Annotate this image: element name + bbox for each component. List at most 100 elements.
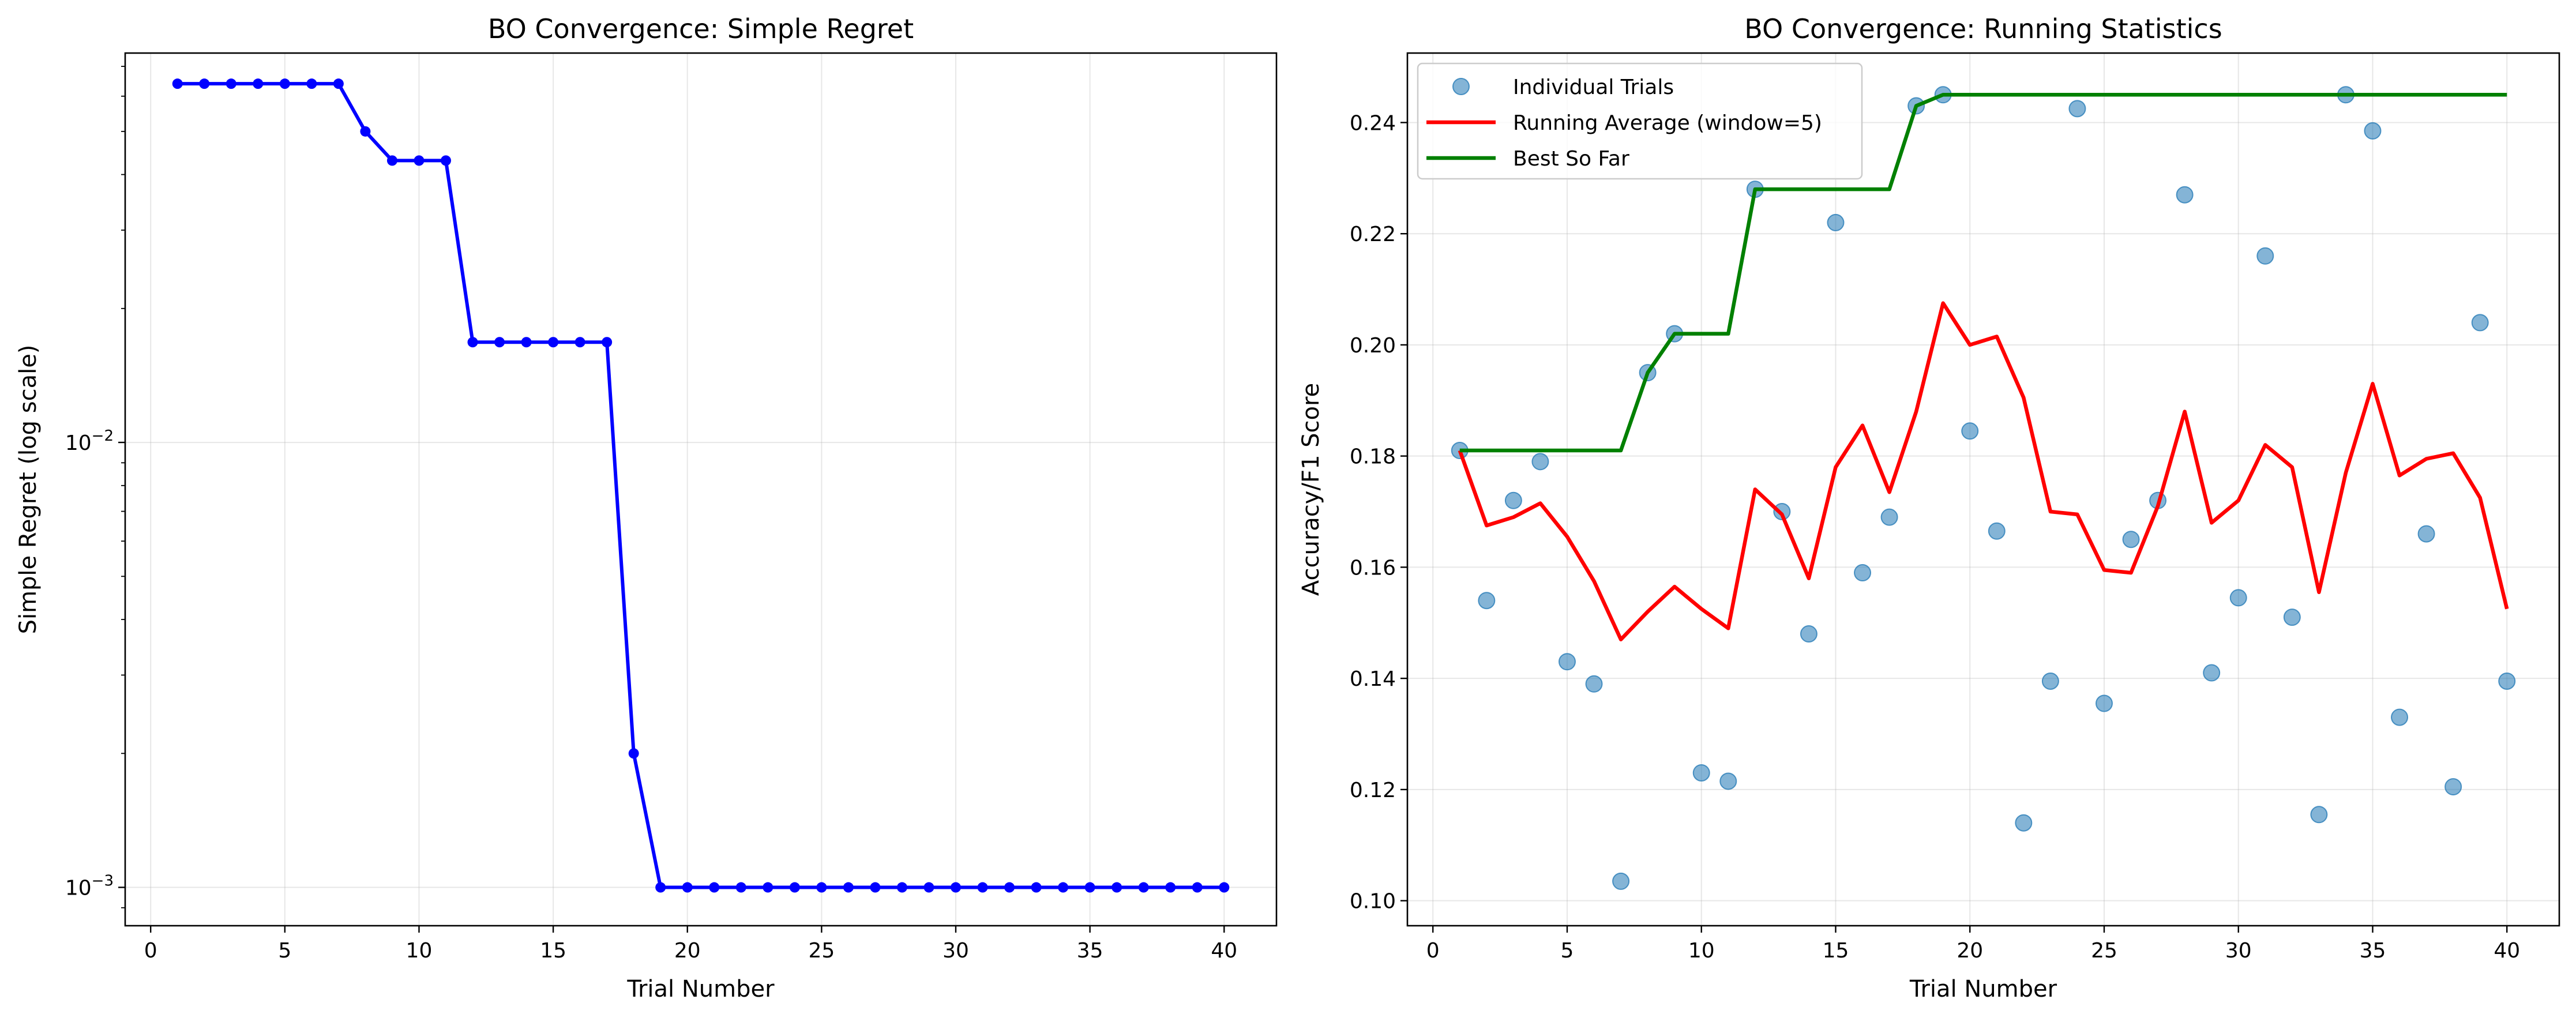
regret-point: [709, 882, 720, 893]
x-tick-label: 30: [2225, 939, 2252, 963]
trial-point: [2471, 314, 2489, 332]
regret-point: [521, 337, 532, 348]
legend-item-running-average: Running Average (window=5): [1426, 111, 1822, 135]
x-tick-label: 0: [144, 939, 157, 963]
regret-point: [843, 882, 854, 893]
regret-point: [628, 748, 639, 759]
stats-chart-title: BO Convergence: Running Statistics: [1744, 13, 2222, 44]
regret-point: [870, 882, 881, 893]
trial-point: [2203, 664, 2221, 682]
legend-box: [1417, 62, 1863, 180]
regret-point: [1058, 882, 1069, 893]
y-tick-label: 0.10: [1350, 890, 1396, 914]
x-tick-label: 25: [2091, 939, 2117, 963]
regret-point: [548, 337, 559, 348]
x-tick-label: 10: [1688, 939, 1715, 963]
regret-point: [574, 337, 585, 348]
regret-point: [306, 78, 317, 89]
regret-panel: 0 5 10 15 20 25 30 35 40 10−310−2 BO Convergence…: [15, 13, 1278, 1002]
x-tick-label: 5: [1561, 939, 1574, 963]
legend-label-running-average: Running Average (window=5): [1513, 111, 1822, 135]
stats-axes-frame: [1406, 52, 2560, 927]
x-tick-label: 35: [1077, 939, 1103, 963]
legend-item-best-so-far: Best So Far: [1426, 147, 1629, 171]
trial-point: [2391, 708, 2409, 726]
trial-point: [2444, 778, 2462, 796]
regret-point: [682, 882, 693, 893]
regret-point: [1138, 882, 1149, 893]
regret-point: [494, 337, 505, 348]
regret-line: [177, 82, 1225, 889]
trial-point: [1585, 675, 1603, 693]
y-tick-label: 10−3: [65, 873, 114, 900]
regret-point: [1111, 882, 1122, 893]
regret-x-axis: 0 5 10 15 20 25 30 35 40: [144, 926, 1237, 963]
trial-point: [1880, 508, 1898, 526]
trial-point: [1531, 453, 1549, 471]
regret-point: [735, 882, 746, 893]
regret-y-axis-label: Simple Regret (log scale): [15, 345, 42, 634]
trial-point: [2068, 100, 2086, 118]
trial-point: [2283, 608, 2301, 626]
x-tick-label: 15: [540, 939, 566, 963]
y-tick-label: 0.20: [1350, 334, 1396, 358]
x-tick-label: 25: [808, 939, 835, 963]
regret-point: [279, 78, 290, 89]
y-tick-label: 0.14: [1350, 667, 1396, 691]
x-tick-label: 35: [2360, 939, 2386, 963]
regret-point: [440, 155, 451, 166]
regret-x-axis-label: Trial Number: [626, 976, 775, 1002]
regret-point: [414, 155, 425, 166]
regret-plot-area: [172, 78, 1230, 893]
legend-marker-individual-trials: [1452, 78, 1470, 95]
regret-point: [655, 882, 666, 893]
y-tick-label: 0.18: [1350, 445, 1396, 469]
x-tick-label: 20: [1957, 939, 1983, 963]
trial-point: [2229, 589, 2247, 607]
trial-point: [1612, 872, 1630, 890]
regret-point: [816, 882, 827, 893]
trial-point: [2364, 122, 2382, 140]
stats-panel: 0 5 10 15 20 25 30 35 40 0.10 0.12 0.14 0.16 0.18 0.2…: [1298, 13, 2560, 1002]
regret-chart-title: BO Convergence: Simple Regret: [488, 13, 914, 44]
trial-point: [1558, 653, 1576, 671]
regret-point: [763, 882, 773, 893]
regret-point: [923, 882, 934, 893]
regret-point: [333, 78, 344, 89]
stats-x-axis: 0 5 10 15 20 25 30 35 40: [1426, 926, 2520, 963]
x-tick-label: 40: [2494, 939, 2520, 963]
regret-point: [199, 78, 210, 89]
regret-point: [1004, 882, 1015, 893]
regret-point: [602, 337, 613, 348]
trial-point: [2122, 531, 2140, 549]
regret-point: [172, 78, 183, 89]
stats-y-axis: 0.10 0.12 0.14 0.16 0.18 0.20 0.22 0.24: [1350, 111, 1407, 914]
best-so-far-line: [1459, 93, 2507, 453]
trial-point: [1800, 625, 1818, 643]
stats-grid: [1407, 53, 2559, 926]
trial-point: [2417, 525, 2435, 543]
regret-point: [360, 126, 371, 137]
trial-point: [2095, 694, 2113, 712]
trial-point: [1719, 772, 1737, 790]
regret-point: [1165, 882, 1176, 893]
regret-axes-frame: [124, 52, 1278, 927]
y-tick-label: 0.12: [1350, 779, 1396, 802]
stats-legend: Individual Trials Running Average (windo…: [1417, 62, 1863, 180]
trial-point: [1854, 564, 1872, 582]
regret-point: [1219, 882, 1230, 893]
trial-point: [2015, 814, 2033, 832]
regret-point: [253, 78, 264, 89]
x-tick-label: 40: [1211, 939, 1237, 963]
trial-point: [2310, 806, 2328, 824]
x-tick-label: 15: [1823, 939, 1849, 963]
x-tick-label: 30: [942, 939, 969, 963]
stats-y-axis-label: Accuracy/F1 Score: [1298, 383, 1324, 596]
trial-point: [1961, 422, 1979, 440]
x-tick-label: 10: [406, 939, 433, 963]
y-tick-label: 0.24: [1350, 111, 1396, 135]
regret-point: [896, 882, 907, 893]
trial-point: [2041, 672, 2059, 690]
